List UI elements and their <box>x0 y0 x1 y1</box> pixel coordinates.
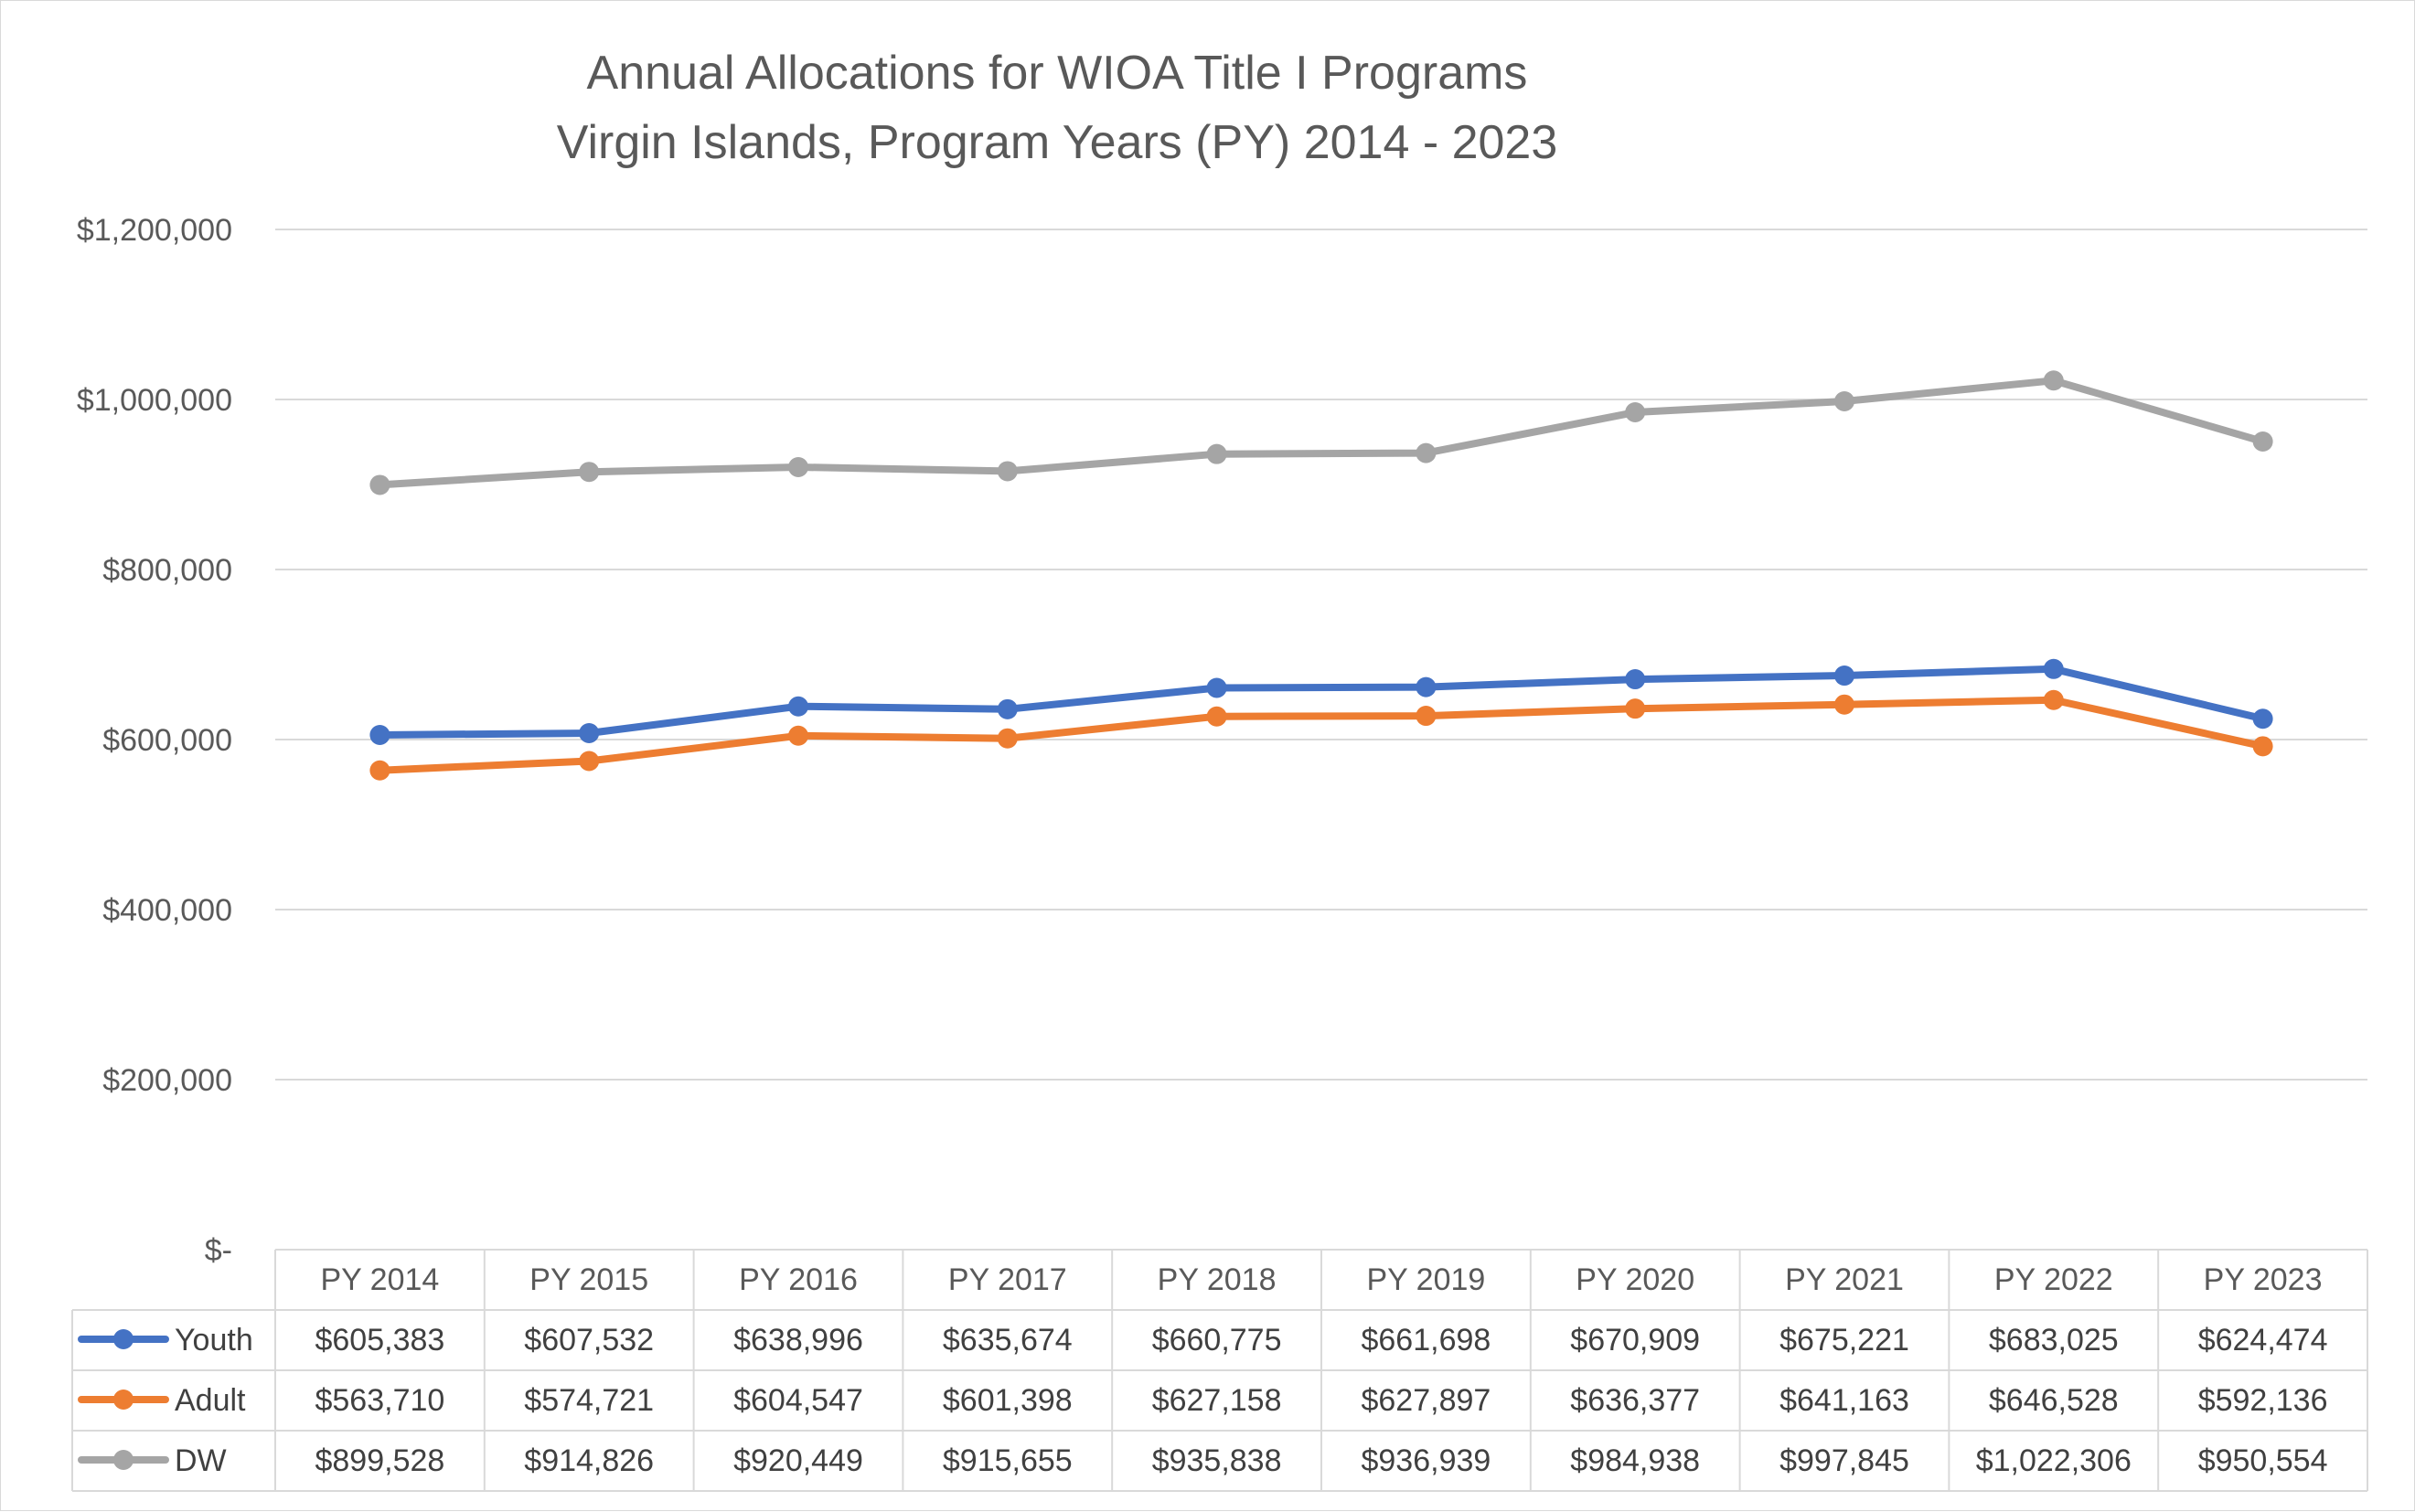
table-value-cell: $605,383 <box>315 1323 444 1358</box>
y-tick-label: $1,200,000 <box>77 213 232 248</box>
series-line <box>376 377 2267 489</box>
data-point <box>2043 370 2064 391</box>
data-point <box>997 698 1018 719</box>
data-point <box>788 696 808 717</box>
data-point <box>997 461 1018 482</box>
series-line <box>376 665 2267 739</box>
y-tick-label: $200,000 <box>102 1063 232 1098</box>
table-value-cell: $950,554 <box>2198 1443 2328 1478</box>
data-point <box>369 760 390 781</box>
table-value-cell: $638,996 <box>733 1323 863 1358</box>
data-point <box>369 724 390 745</box>
table-value-cell: $675,221 <box>1779 1323 1909 1358</box>
series-line <box>376 696 2267 774</box>
y-tick-label: $- <box>205 1233 232 1268</box>
x-category-label: PY 2022 <box>1994 1262 2113 1297</box>
data-point <box>369 474 390 495</box>
data-point <box>788 456 808 477</box>
table-value-cell: $899,528 <box>315 1443 444 1478</box>
data-point <box>1834 391 1854 412</box>
table-value-cell: $636,377 <box>1570 1383 1700 1418</box>
table-value-cell: $601,398 <box>943 1383 1073 1418</box>
data-point <box>1625 402 1646 423</box>
table-value-cell: $914,826 <box>524 1443 654 1478</box>
legend-key-marker <box>113 1450 134 1470</box>
legend-key-marker <box>113 1329 134 1349</box>
table-value-cell: $915,655 <box>943 1443 1073 1478</box>
data-point <box>1834 694 1854 715</box>
data-point <box>2252 736 2273 757</box>
data-point <box>2043 689 2064 710</box>
y-tick-label: $800,000 <box>102 553 232 588</box>
legend-series-name: Youth <box>175 1323 253 1358</box>
table-value-cell: $627,897 <box>1361 1383 1491 1418</box>
data-point <box>2252 431 2273 452</box>
x-category-label: PY 2014 <box>320 1262 439 1297</box>
y-tick-label: $1,000,000 <box>77 383 232 418</box>
x-category-label: PY 2020 <box>1576 1262 1694 1297</box>
legend-series-name: DW <box>175 1443 227 1478</box>
table-value-cell: $1,022,306 <box>1976 1443 2132 1478</box>
table-value-cell: $627,158 <box>1152 1383 1282 1418</box>
table-value-cell: $683,025 <box>1989 1323 2119 1358</box>
table-value-cell: $984,938 <box>1570 1443 1700 1478</box>
data-point <box>579 722 600 743</box>
table-value-cell: $670,909 <box>1570 1323 1700 1358</box>
x-category-label: PY 2018 <box>1158 1262 1277 1297</box>
table-value-cell: $646,528 <box>1989 1383 2119 1418</box>
table-value-cell: $607,532 <box>524 1323 654 1358</box>
table-value-cell: $997,845 <box>1779 1443 1909 1478</box>
series-dw <box>369 370 2273 495</box>
table-value-cell: $624,474 <box>2198 1323 2328 1358</box>
data-point <box>2043 658 2064 679</box>
table-value-cell: $592,136 <box>2198 1383 2328 1418</box>
table-value-cell: $563,710 <box>315 1383 444 1418</box>
table-value-cell: $660,775 <box>1152 1323 1282 1358</box>
table-value-cell: $635,674 <box>943 1323 1073 1358</box>
data-point <box>579 462 600 483</box>
x-category-label: PY 2021 <box>1785 1262 1904 1297</box>
data-point <box>1416 676 1437 697</box>
table-value-cell: $604,547 <box>733 1383 863 1418</box>
data-point <box>579 751 600 772</box>
gridlines <box>275 229 2367 1081</box>
legend-key-marker <box>113 1390 134 1410</box>
table-value-cell: $641,163 <box>1779 1383 1909 1418</box>
x-category-label: PY 2016 <box>739 1262 858 1297</box>
data-point <box>788 725 808 746</box>
data-point <box>1206 706 1227 727</box>
table-value-cell: $661,698 <box>1361 1323 1491 1358</box>
x-category-label: PY 2015 <box>529 1262 648 1297</box>
data-point <box>1625 698 1646 719</box>
table-value-cell: $935,838 <box>1152 1443 1282 1478</box>
table-value-cell: $574,721 <box>524 1383 654 1418</box>
data-point <box>2252 708 2273 729</box>
chart-subtitle: Virgin Islands, Program Years (PY) 2014 … <box>557 116 1558 169</box>
y-tick-label: $400,000 <box>102 893 232 928</box>
data-point <box>1416 442 1437 463</box>
table-value-cell: $936,939 <box>1361 1443 1491 1478</box>
data-table: PY 2014 PY 2015 PY 2016 PY 2017 PY 2018 PY 20… <box>71 1249 2368 1492</box>
data-point <box>1416 706 1437 727</box>
y-axis-tick-labels: $- $200,000 $400,000 $600,000 $800,000 $1,000… <box>77 213 232 1268</box>
data-point <box>1625 669 1646 690</box>
x-category-label: PY 2017 <box>948 1262 1067 1297</box>
chart-title: Annual Allocations for WIOA Title I Prog… <box>587 47 1528 100</box>
data-point <box>1834 665 1854 687</box>
table-value-cell: $920,449 <box>733 1443 863 1478</box>
x-category-label: PY 2023 <box>2204 1262 2323 1297</box>
data-point <box>997 728 1018 749</box>
series-lines <box>369 370 2273 781</box>
series-adult <box>369 689 2273 781</box>
data-point <box>1206 443 1227 464</box>
y-tick-label: $600,000 <box>102 723 232 758</box>
data-point <box>1206 677 1227 698</box>
series-youth <box>369 658 2273 745</box>
x-category-label: PY 2019 <box>1366 1262 1485 1297</box>
legend-series-name: Adult <box>175 1383 246 1418</box>
